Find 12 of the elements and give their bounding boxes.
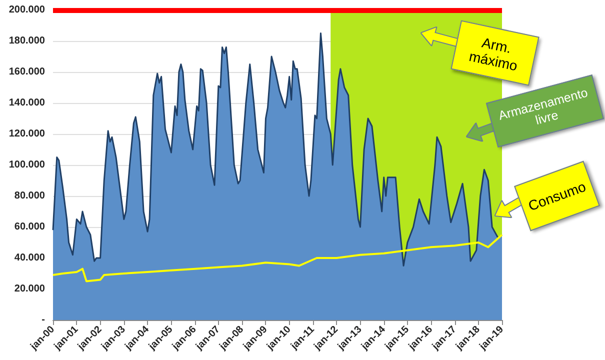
y-tick-label: 100.000 xyxy=(8,160,46,170)
y-tick-label: 80.000 xyxy=(14,190,46,202)
y-tick-label: 20.000 xyxy=(14,284,46,294)
y-tick-label: 120.000 xyxy=(8,128,46,140)
y-tick-label: 200.000 xyxy=(8,4,46,16)
y-tick-label: - xyxy=(42,314,45,326)
line-series xyxy=(52,234,503,282)
y-tick-label: 160.000 xyxy=(8,66,46,78)
y-tick-label: 40.000 xyxy=(14,252,46,264)
y-tick-label: 60.000 xyxy=(14,222,46,232)
y-tick-label: 140.000 xyxy=(8,98,46,108)
y-tick-label: 180.000 xyxy=(8,36,46,46)
